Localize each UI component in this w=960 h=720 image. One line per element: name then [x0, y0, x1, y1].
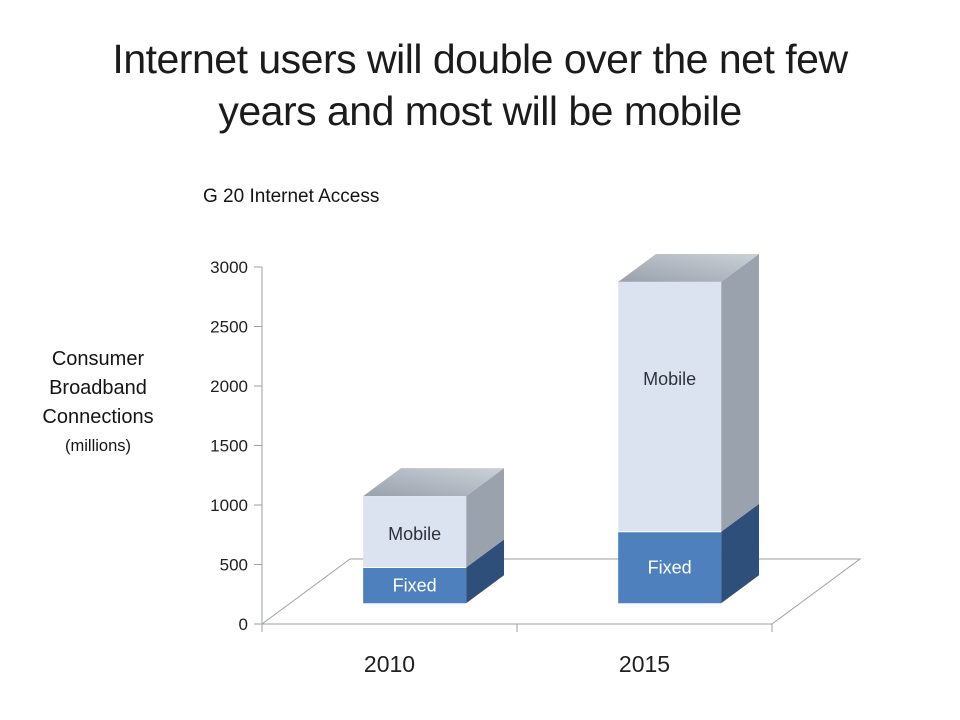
mobile-segment-label: Mobile — [643, 369, 696, 389]
category-label: 2010 — [364, 651, 415, 677]
bar-segment-mobile-2010 — [363, 496, 467, 568]
chart-floor — [260, 558, 862, 625]
slide-title-line-2: years and most will be mobile — [218, 88, 742, 134]
bar-side-fixed-2015 — [721, 503, 759, 604]
mobile-segment-label: Mobile — [388, 524, 441, 544]
y-axis-title-line: Connections — [42, 406, 154, 428]
bar-side-mobile-2015 — [721, 253, 759, 532]
bar-segment-fixed-2015 — [618, 531, 722, 604]
y-axis-title-unit: (millions) — [65, 437, 131, 455]
y-tick-label: 1500 — [210, 437, 248, 456]
bar-segment-fixed-2010 — [363, 567, 467, 604]
bar-top-2015 — [618, 253, 759, 282]
fixed-segment-label: Fixed — [393, 575, 437, 595]
category-label: 2015 — [619, 651, 670, 677]
y-tick-label: 3000 — [210, 258, 248, 277]
y-tick-label: 0 — [239, 615, 248, 634]
y-axis-title-line: Consumer — [51, 348, 145, 370]
bar-top-2010 — [363, 468, 504, 497]
bar-segment-mobile-2015 — [618, 281, 722, 532]
fixed-segment-label: Fixed — [648, 558, 692, 578]
y-tick-label: 500 — [220, 556, 248, 575]
y-tick-label: 2500 — [210, 318, 248, 337]
y-tick-label: 1000 — [210, 496, 248, 515]
y-axis-title-line: Broadband — [49, 377, 147, 399]
bar-side-fixed-2010 — [466, 539, 504, 604]
y-tick-label: 2000 — [210, 377, 248, 396]
slide-title: Internet users will double over the net … — [0, 33, 960, 137]
chart-title: G 20 Internet Access — [203, 186, 380, 207]
bar-side-mobile-2010 — [466, 468, 504, 568]
slide-title-line-1: Internet users will double over the net … — [112, 36, 848, 82]
y-axis-title: Consumer Broadband Connections (millions… — [26, 345, 170, 461]
